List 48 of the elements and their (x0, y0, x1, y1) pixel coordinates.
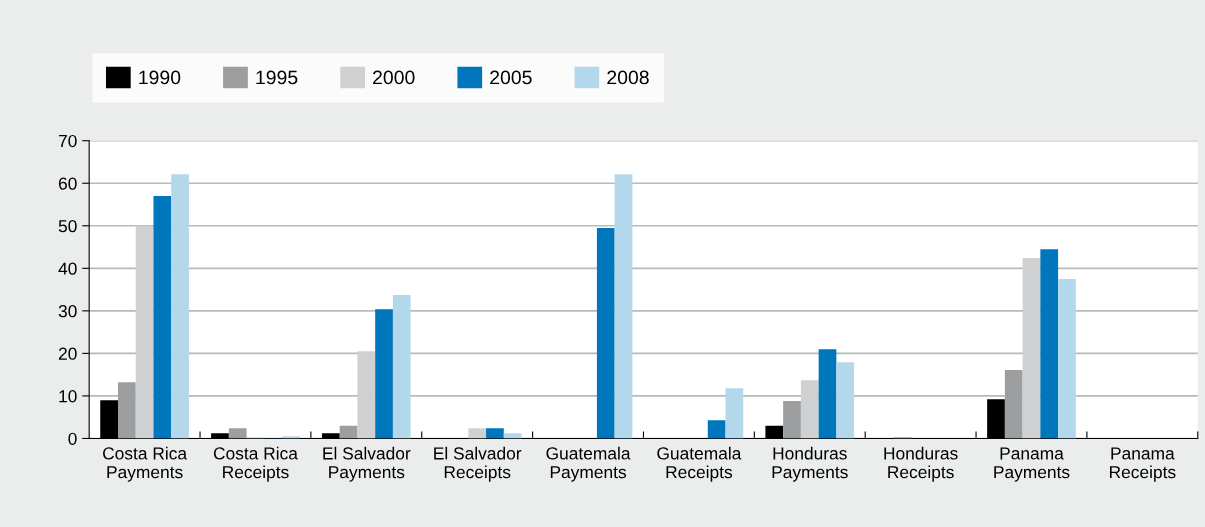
bar (171, 174, 189, 439)
bar (1022, 258, 1041, 439)
legend-label: 1995 (256, 70, 298, 85)
y-tick-label: 30 (58, 305, 77, 318)
y-tick-label: 40 (58, 262, 77, 275)
bar (153, 196, 172, 439)
bar (228, 428, 247, 439)
bar (725, 388, 744, 439)
legend-label: 2005 (490, 70, 532, 85)
bar (596, 227, 615, 439)
x-tick-label: El Salvador Receipts (434, 446, 522, 482)
y-tick-label: 20 (58, 347, 77, 360)
bar (468, 428, 487, 439)
bar (1058, 278, 1076, 439)
x-tick-label: Guatemala Payments (546, 446, 631, 482)
y-tick-label: 10 (59, 390, 77, 403)
bar (836, 362, 855, 439)
legend-label: 2000 (373, 70, 415, 85)
bar (282, 436, 300, 439)
bar (614, 174, 633, 439)
x-tick-label: Costa Rica Payments (103, 446, 188, 482)
bar (503, 433, 522, 439)
x-tick-label: Guatemala Receipts (657, 446, 742, 482)
x-tick-label: Honduras Receipts (884, 446, 958, 482)
bar (1004, 369, 1023, 439)
x-tick-label: Panama Receipts (1109, 447, 1176, 482)
x-tick-label: Honduras Payments (772, 446, 848, 482)
bar (392, 295, 411, 439)
bar (117, 382, 136, 439)
x-tick-label: Panama Payments (994, 447, 1070, 482)
bar (375, 309, 393, 439)
bar (818, 349, 837, 439)
bar (783, 401, 801, 439)
bar (357, 351, 376, 439)
bar (135, 225, 154, 439)
bar (707, 420, 726, 439)
legend-label: 1990 (139, 70, 181, 85)
bar (486, 428, 504, 439)
y-tick-label: 50 (58, 219, 77, 233)
legend-label: 2008 (607, 70, 649, 85)
x-tick-label: Costa Rica Receipts (213, 446, 298, 482)
x-tick-label: El Salvador Payments (323, 446, 411, 482)
bar (1040, 249, 1059, 439)
bar (800, 380, 819, 439)
bar (339, 425, 358, 439)
y-tick-label: 70 (58, 134, 77, 148)
y-tick-label: 0 (68, 432, 77, 445)
y-tick-label: 60 (58, 177, 77, 190)
